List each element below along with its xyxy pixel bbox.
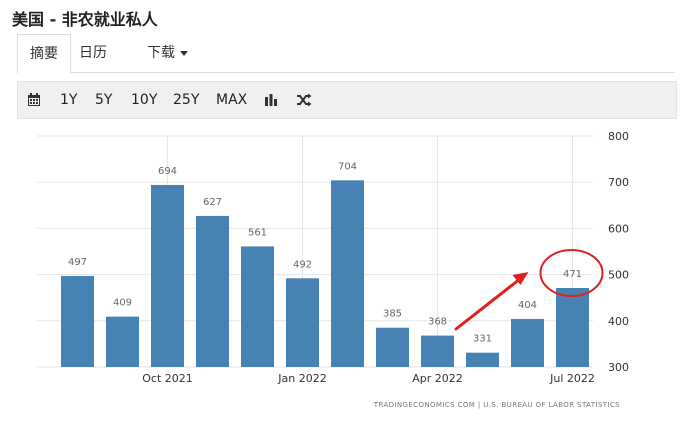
y-tick-label: 600 bbox=[608, 222, 629, 235]
bar-value-label: 561 bbox=[248, 227, 267, 238]
bar bbox=[196, 215, 229, 367]
chart-toolbar: 1Y 5Y 10Y 25Y MAX bbox=[17, 81, 677, 119]
range-max-button[interactable]: MAX bbox=[216, 92, 248, 108]
bar bbox=[556, 287, 589, 367]
y-tick-label: 500 bbox=[608, 269, 629, 282]
bar-value-label: 385 bbox=[383, 309, 402, 320]
annotation-circle bbox=[539, 248, 604, 297]
y-tick-label: 800 bbox=[608, 130, 629, 143]
bar-value-label: 497 bbox=[68, 257, 87, 268]
bar bbox=[511, 318, 544, 367]
y-axis-ticks: 300 400 500 600 700 800 bbox=[608, 130, 629, 374]
bar bbox=[286, 278, 319, 367]
tab-calendar[interactable]: 日历 bbox=[79, 45, 107, 61]
chart-credit: TRADINGECONOMICS.COM | U.S. BUREAU OF LA… bbox=[373, 401, 620, 409]
bar bbox=[421, 335, 454, 367]
bar-value-label: 368 bbox=[428, 317, 447, 328]
calendar-icon[interactable] bbox=[27, 82, 41, 118]
bar bbox=[151, 184, 184, 367]
x-tick-label: Jul 2022 bbox=[549, 372, 595, 385]
bar-value-label: 492 bbox=[293, 259, 312, 270]
annotation-arrow-shaft bbox=[454, 275, 524, 331]
bar bbox=[466, 352, 499, 367]
bar-chart: 497 409 694 627 561 492 704 385 368 331 404 471 300… bbox=[37, 130, 629, 409]
bar bbox=[331, 180, 364, 367]
bar bbox=[61, 275, 94, 367]
tab-download[interactable]: 下载 bbox=[147, 34, 188, 72]
range-5y-button[interactable]: 5Y bbox=[95, 92, 113, 108]
bar-value-label: 694 bbox=[158, 166, 177, 177]
chart-bar-labels: 497 409 694 627 561 492 704 385 368 331 404 471 bbox=[68, 161, 582, 344]
bar-value-label: 409 bbox=[113, 298, 132, 309]
bar bbox=[241, 246, 274, 367]
x-tick-label: Apr 2022 bbox=[412, 372, 463, 385]
bar bbox=[376, 327, 409, 367]
bar-chart-icon[interactable] bbox=[264, 82, 278, 118]
range-10y-button[interactable]: 10Y bbox=[131, 92, 158, 108]
y-tick-label: 400 bbox=[608, 315, 629, 328]
x-axis-ticks: Oct 2021 Jan 2022 Apr 2022 Jul 2022 bbox=[142, 372, 595, 385]
shuffle-icon[interactable] bbox=[296, 82, 312, 118]
x-tick-label: Oct 2021 bbox=[142, 372, 193, 385]
tab-summary[interactable]: 摘要 bbox=[17, 34, 71, 74]
chart-bars bbox=[61, 180, 589, 367]
bar-value-label: 404 bbox=[518, 300, 537, 311]
bar-value-label: 627 bbox=[203, 197, 222, 208]
range-1y-button[interactable]: 1Y bbox=[60, 92, 78, 108]
bar-value-label: 471 bbox=[563, 269, 582, 280]
bar bbox=[106, 316, 139, 367]
y-tick-label: 300 bbox=[608, 361, 629, 374]
page-title: 美国 - 非农就业私人 bbox=[12, 10, 158, 29]
y-tick-label: 700 bbox=[608, 176, 629, 189]
bar-value-label: 704 bbox=[338, 161, 357, 172]
bar-value-label: 331 bbox=[473, 334, 492, 345]
annotation-arrow-head bbox=[512, 271, 529, 285]
tab-download-label: 下载 bbox=[147, 45, 175, 61]
caret-down-icon bbox=[180, 50, 188, 56]
chart-annotation bbox=[454, 248, 604, 331]
x-tick-label: Jan 2022 bbox=[277, 372, 326, 385]
tab-bar: 摘要 日历 下载 bbox=[17, 34, 675, 74]
range-25y-button[interactable]: 25Y bbox=[173, 92, 200, 108]
